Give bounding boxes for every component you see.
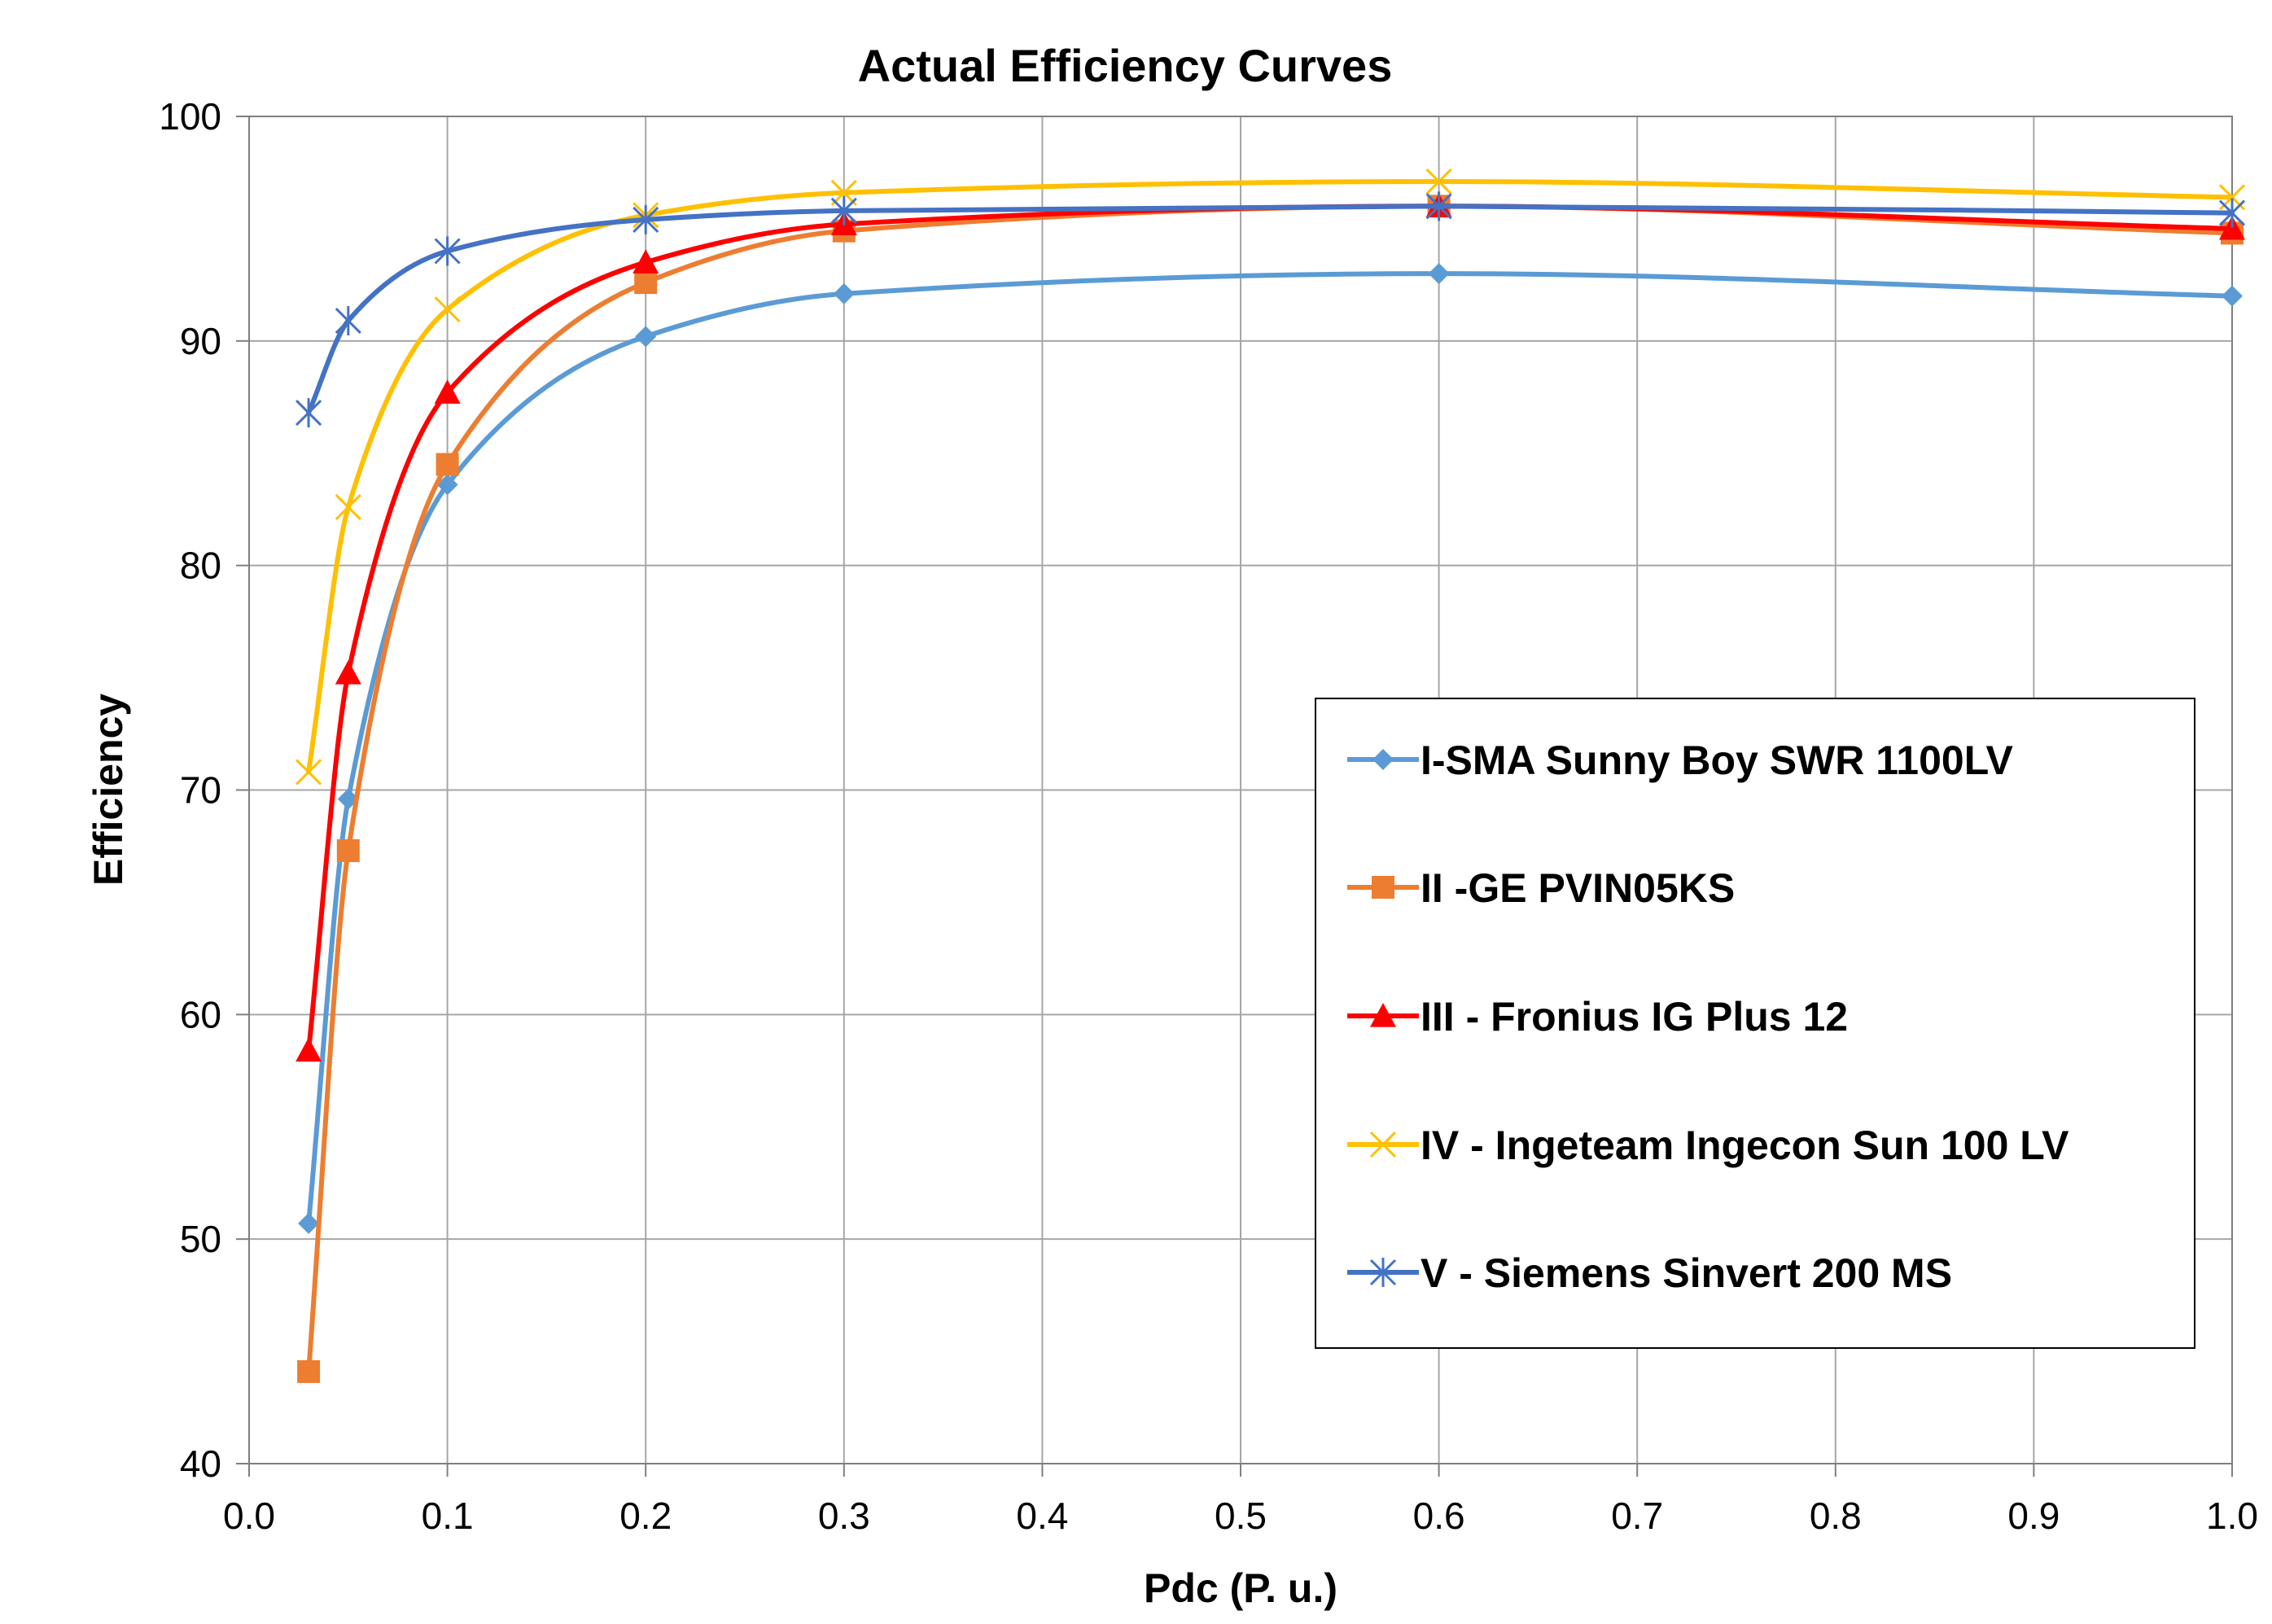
x-tick-label: 0.6 <box>1413 1495 1465 1537</box>
y-tick-label: 70 <box>180 769 221 812</box>
data-point-star <box>295 398 322 428</box>
data-point-square <box>634 271 658 295</box>
legend-item: V - Siemens Sinvert 200 MS <box>1347 1250 1952 1296</box>
y-tick-label: 40 <box>180 1442 221 1485</box>
legend-swatch-marker <box>1369 1258 1397 1287</box>
data-point-triangle <box>2219 215 2245 240</box>
legend-item: IV - Ingeteam Ingecon Sun 100 LV <box>1347 1123 2069 1168</box>
x-tick-label: 0.0 <box>223 1495 275 1537</box>
x-axis-ticks: 0.0 0.1 0.2 0.3 0.4 0.5 0.6 0.7 0.8 0.9 1.0 <box>223 1464 2258 1537</box>
y-tick-label: 100 <box>159 95 221 138</box>
x-tick-label: 1.0 <box>2206 1495 2258 1537</box>
legend-swatch-marker <box>1369 1131 1397 1158</box>
chart-title: Actual Efficiency Curves <box>858 40 1393 91</box>
legend-item: I-SMA Sunny Boy SWR 1100LV <box>1347 738 2014 783</box>
data-point-square <box>436 453 459 476</box>
data-point-triangle <box>434 379 461 404</box>
legend-label: I-SMA Sunny Boy SWR 1100LV <box>1421 738 2014 783</box>
x-tick-label: 0.4 <box>1016 1495 1068 1537</box>
data-point-star <box>1425 191 1452 221</box>
data-point-star <box>2218 198 2246 228</box>
y-axis-label: Efficiency <box>85 694 131 886</box>
data-point-diamond <box>436 474 458 496</box>
x-tick-label: 0.1 <box>422 1495 474 1537</box>
x-tick-label: 0.7 <box>1611 1495 1663 1537</box>
legend-item: III - Fronius IG Plus 12 <box>1347 994 1848 1040</box>
data-point-diamond <box>635 326 657 348</box>
legend-frame <box>1315 698 2195 1349</box>
y-tick-label: 90 <box>180 320 221 362</box>
legend-item: II -GE PVIN05KS <box>1347 865 1735 911</box>
y-tick-label: 80 <box>180 545 221 587</box>
legend-label: IV - Ingeteam Ingecon Sun 100 LV <box>1421 1123 2069 1168</box>
y-tick-label: 50 <box>180 1218 221 1260</box>
x-tick-label: 0.2 <box>619 1495 672 1537</box>
data-point-star <box>434 236 461 266</box>
legend: I-SMA Sunny Boy SWR 1100LV II -GE PVIN05K… <box>1315 698 2195 1349</box>
series-4 <box>295 168 2246 786</box>
data-point-x <box>335 493 361 521</box>
x-tick-label: 0.3 <box>818 1495 870 1537</box>
data-point-x <box>1425 168 1452 195</box>
legend-swatch-marker <box>1370 1003 1396 1027</box>
legend-label: II -GE PVIN05KS <box>1421 865 1735 911</box>
data-point-x <box>295 759 322 786</box>
data-point-star <box>830 195 857 225</box>
data-point-triangle <box>335 660 361 685</box>
x-tick-label: 0.9 <box>2007 1495 2060 1537</box>
series-group <box>295 168 2246 1383</box>
x-tick-label: 0.5 <box>1215 1495 1267 1537</box>
y-tick-label: 60 <box>180 993 221 1035</box>
data-point-square <box>336 838 360 862</box>
data-point-square <box>297 1359 321 1383</box>
data-point-diamond <box>833 282 855 304</box>
x-axis-label: Pdc (P. u.) <box>1144 1565 1337 1611</box>
data-point-star <box>633 204 659 234</box>
x-tick-label: 0.8 <box>1810 1495 1862 1537</box>
legend-label: III - Fronius IG Plus 12 <box>1421 994 1848 1040</box>
data-point-star <box>335 306 361 336</box>
data-point-diamond <box>2222 285 2243 307</box>
series-line <box>306 179 2235 775</box>
legend-label: V - Siemens Sinvert 200 MS <box>1421 1250 1952 1296</box>
data-point-diamond <box>1428 263 1450 285</box>
y-axis-ticks: 40 50 60 70 80 90 100 <box>159 95 249 1485</box>
data-point-x <box>434 296 461 323</box>
data-point-diamond <box>298 1212 320 1234</box>
series-1 <box>298 263 2243 1234</box>
data-point-triangle <box>633 249 659 274</box>
legend-swatch-marker <box>1372 749 1394 770</box>
series-5 <box>295 191 2246 428</box>
legend-swatch-marker <box>1372 876 1394 899</box>
data-point-triangle <box>295 1037 322 1062</box>
